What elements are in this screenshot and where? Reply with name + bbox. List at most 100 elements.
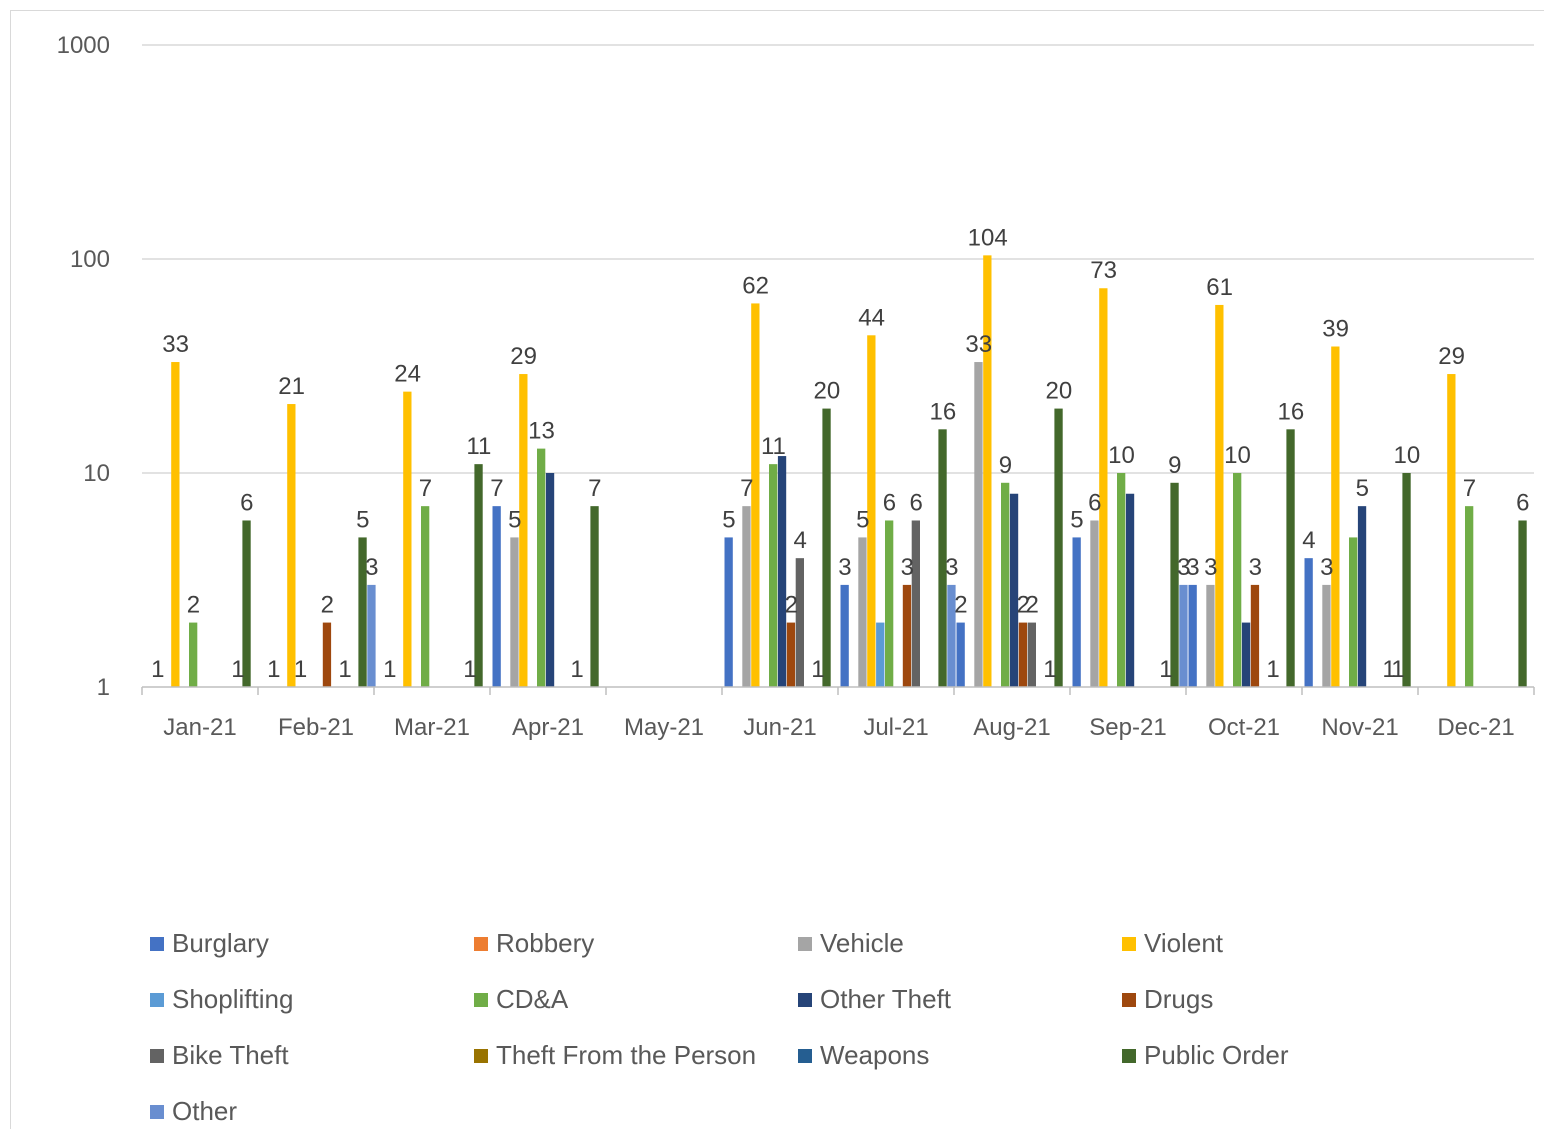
bar	[840, 584, 849, 687]
legend-swatch	[474, 1048, 488, 1063]
bar	[938, 429, 947, 687]
legend-label: Shoplifting	[172, 984, 294, 1014]
data-label: 5	[508, 506, 521, 533]
data-label: 10	[1224, 442, 1251, 469]
legend-item: Burglary	[150, 928, 269, 959]
data-label: 1	[267, 656, 280, 683]
data-label: 4	[1302, 527, 1315, 554]
bar	[1518, 520, 1527, 687]
data-label: 2	[187, 592, 200, 619]
legend-swatch	[1122, 1048, 1136, 1063]
bar	[492, 506, 501, 687]
bar	[537, 448, 546, 687]
data-label: 9	[1168, 452, 1181, 479]
bar	[1072, 537, 1081, 687]
data-label: 9	[999, 452, 1012, 479]
data-label: 3	[1186, 554, 1199, 581]
axes: 1 10 100 1000 Jan-21 Feb-21 Mar-21 Apr-21 May-21…	[57, 32, 1535, 741]
data-label: 61	[1206, 274, 1233, 301]
legend-label: Bike Theft	[172, 1040, 289, 1070]
legend-label: CD&A	[496, 984, 569, 1014]
data-label: 1	[1382, 656, 1395, 683]
legend-item: Vehicle	[798, 928, 904, 959]
y-tick-label: 1	[97, 674, 110, 701]
data-label: 16	[929, 398, 956, 425]
data-label: 62	[742, 272, 769, 299]
bar	[1286, 429, 1295, 687]
data-label: 6	[909, 489, 922, 516]
bar	[1188, 584, 1197, 687]
data-label: 1	[811, 656, 824, 683]
bar-chart: 1332161211215312471117529131757621124120…	[57, 32, 1535, 741]
x-tick-label: Jan-21	[163, 714, 236, 741]
bar	[1322, 584, 1331, 687]
data-label: 104	[968, 224, 1008, 251]
bar	[242, 520, 251, 687]
data-label: 5	[1356, 475, 1369, 502]
data-label: 6	[1516, 489, 1529, 516]
data-label: 39	[1322, 316, 1349, 343]
data-label: 7	[1463, 475, 1476, 502]
y-tick-label: 1000	[57, 32, 110, 59]
data-label: 4	[793, 527, 806, 554]
legend-label: Other	[172, 1096, 238, 1126]
data-label: 1	[151, 656, 164, 683]
bar	[1331, 346, 1340, 687]
bar	[1125, 493, 1135, 687]
data-label: 7	[740, 475, 753, 502]
legend-label: Public Order	[1144, 1040, 1289, 1070]
legend-item: Theft From the Person	[474, 1040, 756, 1071]
data-label: 1	[570, 656, 583, 683]
data-label: 3	[945, 554, 958, 581]
legend-item: CD&A	[474, 984, 568, 1015]
data-label: 2	[1017, 592, 1030, 619]
bar	[358, 537, 367, 687]
data-label: 1	[1391, 656, 1404, 683]
bar	[1179, 584, 1188, 687]
bar	[421, 506, 430, 687]
bar	[1054, 408, 1063, 687]
data-label: 3	[1204, 554, 1217, 581]
bar	[1233, 473, 1242, 687]
data-label: 33	[965, 331, 992, 358]
legend-label: Drugs	[1144, 984, 1214, 1014]
legend-item: Other Theft	[798, 984, 951, 1015]
data-label: 5	[856, 506, 869, 533]
x-tick-label: May-21	[624, 714, 704, 741]
bar	[1215, 304, 1224, 687]
bar	[403, 391, 412, 687]
legend-label: Vehicle	[820, 928, 904, 958]
bar	[1304, 558, 1313, 687]
data-label: 2	[954, 592, 967, 619]
legend-swatch	[150, 992, 164, 1007]
bar	[769, 464, 778, 687]
bar	[777, 456, 787, 687]
legend-label: Robbery	[496, 928, 595, 958]
data-label: 11	[761, 433, 786, 460]
data-label: 2	[1025, 592, 1038, 619]
bar	[885, 520, 894, 687]
bar	[1357, 506, 1367, 687]
bar	[519, 374, 528, 687]
data-label: 1	[1159, 656, 1172, 683]
data-label: 29	[510, 343, 537, 370]
bar	[742, 506, 751, 687]
bar	[1018, 622, 1028, 687]
legend-item: Weapons	[798, 1040, 929, 1071]
bar	[1170, 482, 1179, 687]
gridlines	[142, 44, 1534, 474]
bar	[795, 558, 804, 687]
bar	[724, 537, 733, 687]
x-tick-label: Nov-21	[1321, 714, 1398, 741]
bar	[751, 303, 760, 687]
bar	[1009, 493, 1019, 687]
data-label: 7	[588, 475, 601, 502]
legend-item: Robbery	[474, 928, 594, 959]
legend-item: Drugs	[1122, 984, 1213, 1015]
chart-frame	[10, 10, 1544, 1129]
data-label: 6	[883, 489, 896, 516]
data-label: 7	[419, 475, 432, 502]
legend-swatch	[798, 936, 812, 951]
bar	[902, 584, 912, 687]
bar	[510, 537, 519, 687]
